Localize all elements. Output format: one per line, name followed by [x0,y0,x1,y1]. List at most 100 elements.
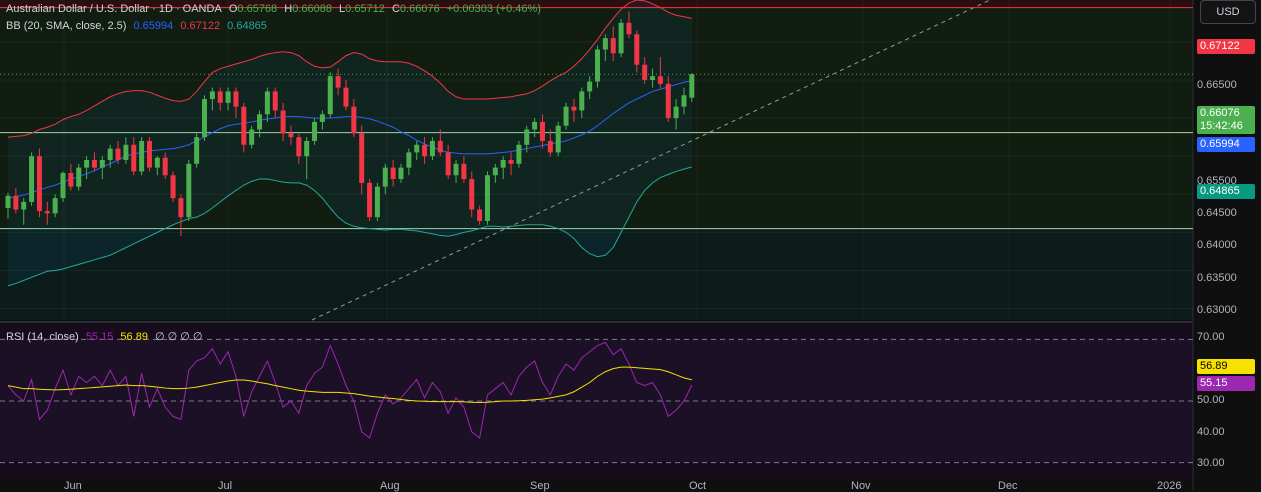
bb-lower-tag: 0.64865 [1197,184,1255,199]
candle-body [422,144,428,157]
candle-body [634,34,640,65]
candle-body [162,157,168,176]
candle-body [602,38,608,50]
bb-legend: BB (20, SMA, close, 2.5) 0.65994 0.67122… [6,19,271,33]
open-value: 0.65768 [237,3,278,15]
candle-body [154,157,160,168]
rsi-band-fill [0,339,1193,463]
change-value: +0.00303 (+0.46%) [446,3,541,15]
candle-body [272,91,278,111]
candle-body [84,160,90,168]
candle-body [618,22,624,54]
candle-body [484,175,490,221]
candle-body [202,99,207,138]
candle-body [555,125,561,153]
candle-body [461,163,467,180]
candle-body [115,148,121,160]
time-tick: Oct [689,480,707,492]
candle-body [68,172,74,187]
candle-body [390,167,396,180]
rsi-ma-line [7,366,692,404]
candle-body [280,110,286,134]
rsi-tick: 70.00 [1197,331,1225,343]
candle-body [233,91,239,107]
candle-body [406,152,412,168]
support-zone [0,228,1193,320]
candle-body [107,148,113,160]
open-label: O [228,3,238,15]
candle-body [587,81,593,92]
candle-body [547,140,553,153]
candle-body [445,152,451,176]
bb-mid-tag: 0.65994 [1197,137,1255,152]
candle-body [5,195,11,208]
candle-body [288,133,294,138]
candle-body [99,160,105,168]
price-tick: 0.63000 [1197,304,1237,316]
candle-body [21,201,27,210]
candle-body [186,163,192,218]
candle-body [453,163,459,176]
bb-upper-tag: 0.67122 [1197,39,1255,54]
symbol-title[interactable]: Australian Dollar / U.S. Dollar · 1D · O… [6,3,222,15]
candle-body [241,106,247,145]
rsi-tick: 30.00 [1197,457,1225,469]
rsi-legend: RSI (14, close) 55.15 56.89 ∅ ∅ ∅ ∅ [6,330,207,344]
candle-body [249,129,255,145]
candle-body [29,156,35,202]
time-tick: Sep [530,480,550,492]
currency-button[interactable]: USD [1200,0,1256,24]
candle-body [492,167,498,176]
candle-body [382,167,388,187]
last-price-tag: 0.66076 15:42:46 [1197,106,1255,134]
candle-body [91,160,97,168]
range-zone [0,7,1193,229]
time-tick: Jul [218,480,233,492]
time-tick: Jun [64,480,82,492]
candle-body [131,144,137,172]
candle-body [296,137,302,157]
rsi-tag: 55.15 [1197,376,1255,391]
close-label: C [391,3,400,15]
bar-countdown: 15:42:46 [1200,120,1243,132]
candle-body [319,114,325,122]
candle-body [532,121,538,130]
candle-body [36,156,42,212]
candle-body [13,195,19,210]
candle-body [689,74,695,98]
candle-body [508,160,514,164]
candle-body [414,144,420,153]
candle-body [52,198,58,214]
candle-body [524,129,530,145]
candle-body [579,91,585,111]
candle-body [374,186,380,218]
high-label: H [284,3,293,15]
candle-body [437,140,443,153]
high-value: 0.66088 [292,3,332,15]
bb-lower-value: 0.64865 [227,20,267,32]
bb-mid-line [7,80,692,199]
low-label: L [339,3,346,15]
bb-label[interactable]: BB (20, SMA, close, 2.5) [6,20,127,32]
time-tick: Aug [380,480,400,492]
candle-body [225,91,231,103]
candle-body [642,64,648,80]
axis-bg [1193,0,1261,491]
candle-body [477,209,483,221]
candle-body [359,133,365,183]
rsi-label[interactable]: RSI (14, close) [6,331,79,343]
last-price: 0.66076 [1200,107,1240,119]
trendline [311,0,991,321]
rsi-ma-tag: 56.89 [1197,359,1255,374]
candle-body [123,144,129,160]
rsi-tick: 50.00 [1197,394,1225,406]
bb-upper-line [7,0,692,138]
candle-body [44,211,50,214]
candle-body [563,106,569,126]
candle-body [539,121,545,141]
candle-body [673,106,679,119]
candle-body [139,140,145,172]
symbol-header: Australian Dollar / U.S. Dollar · 1D · O… [6,2,545,16]
candle-body [367,182,373,218]
